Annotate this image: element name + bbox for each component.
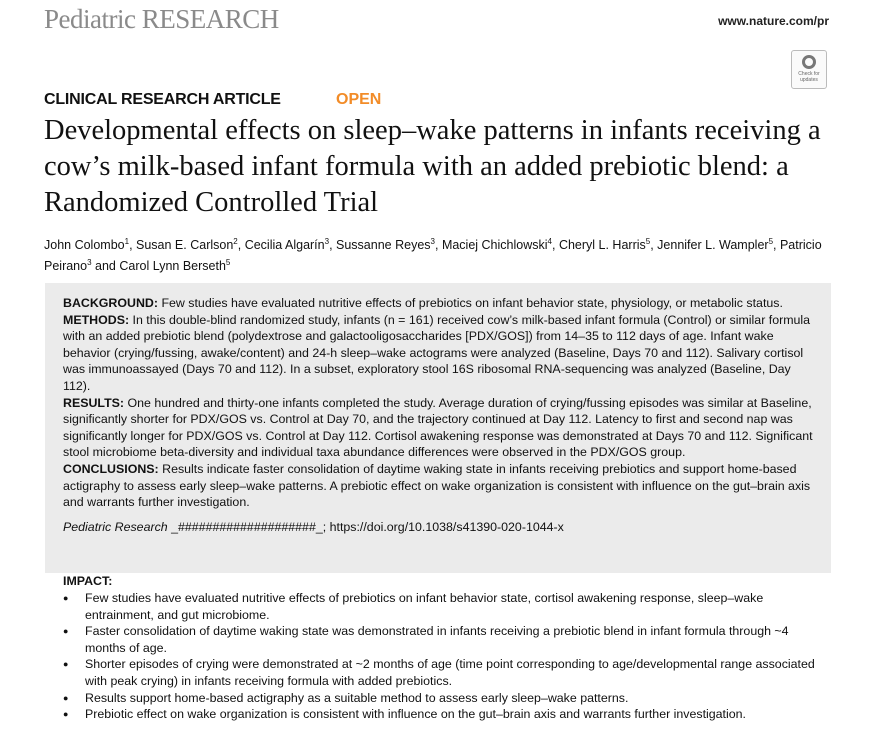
author[interactable]: Patricio Peirano3 [44,238,822,274]
impact-list: Few studies have evaluated nutritive eff… [63,590,823,723]
affiliation-marker: 5 [225,258,231,268]
impact-item: Shorter episodes of crying were demonstr… [63,656,823,689]
doi-link[interactable]: _####################_; https://doi.org/… [167,519,564,534]
affiliation-marker: 3 [430,237,435,246]
impact-item: Results support home-based actigraphy as… [63,690,823,707]
impact-item: Prebiotic effect on wake organization is… [63,706,823,723]
affiliation-marker: 3 [324,237,330,246]
impact-item: Few studies have evaluated nutritive eff… [63,590,823,623]
journal-url[interactable]: www.nature.com/pr [718,14,829,28]
impact-heading: IMPACT: [63,574,113,588]
abstract-background: BACKGROUND: Few studies have evaluated n… [63,296,783,310]
bookmark-icon [802,55,816,69]
abstract-results: RESULTS: One hundred and thirty-one infa… [63,395,813,460]
author-list: John Colombo1, Susan E. Carlson2, Cecili… [44,237,822,274]
author[interactable]: Maciej Chichlowski4 [441,237,552,253]
citation: Pediatric Research _####################… [63,519,564,534]
author[interactable]: Carol Lynn Berseth5 [119,258,231,274]
affiliation-marker: 4 [547,237,552,246]
abstract-conclusions: CONCLUSIONS: Results indicate faster con… [63,461,811,510]
author[interactable]: John Colombo1 [44,237,130,253]
open-access-label: OPEN [336,91,382,108]
author[interactable]: Sussanne Reyes3 [336,237,435,253]
affiliation-marker: 1 [124,237,130,246]
affiliation-marker: 3 [87,258,92,268]
author[interactable]: Cheryl L. Harris5 [558,237,651,253]
article-type: CLINICAL RESEARCH ARTICLE [44,91,281,108]
author[interactable]: Susan E. Carlson2 [136,237,238,253]
abstract-methods: METHODS: In this double-blind randomized… [63,312,811,393]
affiliation-marker: 2 [233,237,238,246]
author[interactable]: Jennifer L. Wampler5 [657,237,774,253]
article-title: Developmental effects on sleep–wake patt… [44,115,821,218]
journal-logo: Pediatric RESEARCH [44,4,279,34]
abstract-box: BACKGROUND: Few studies have evaluated n… [45,283,831,573]
affiliation-marker: 5 [768,237,774,246]
badge-label: Check for updates [798,71,820,83]
check-for-updates-badge[interactable]: Check for updates [791,50,827,89]
impact-item: Faster consolidation of daytime waking s… [63,623,823,656]
affiliation-marker: 5 [645,237,651,246]
author[interactable]: Cecilia Algarín3 [244,237,330,253]
